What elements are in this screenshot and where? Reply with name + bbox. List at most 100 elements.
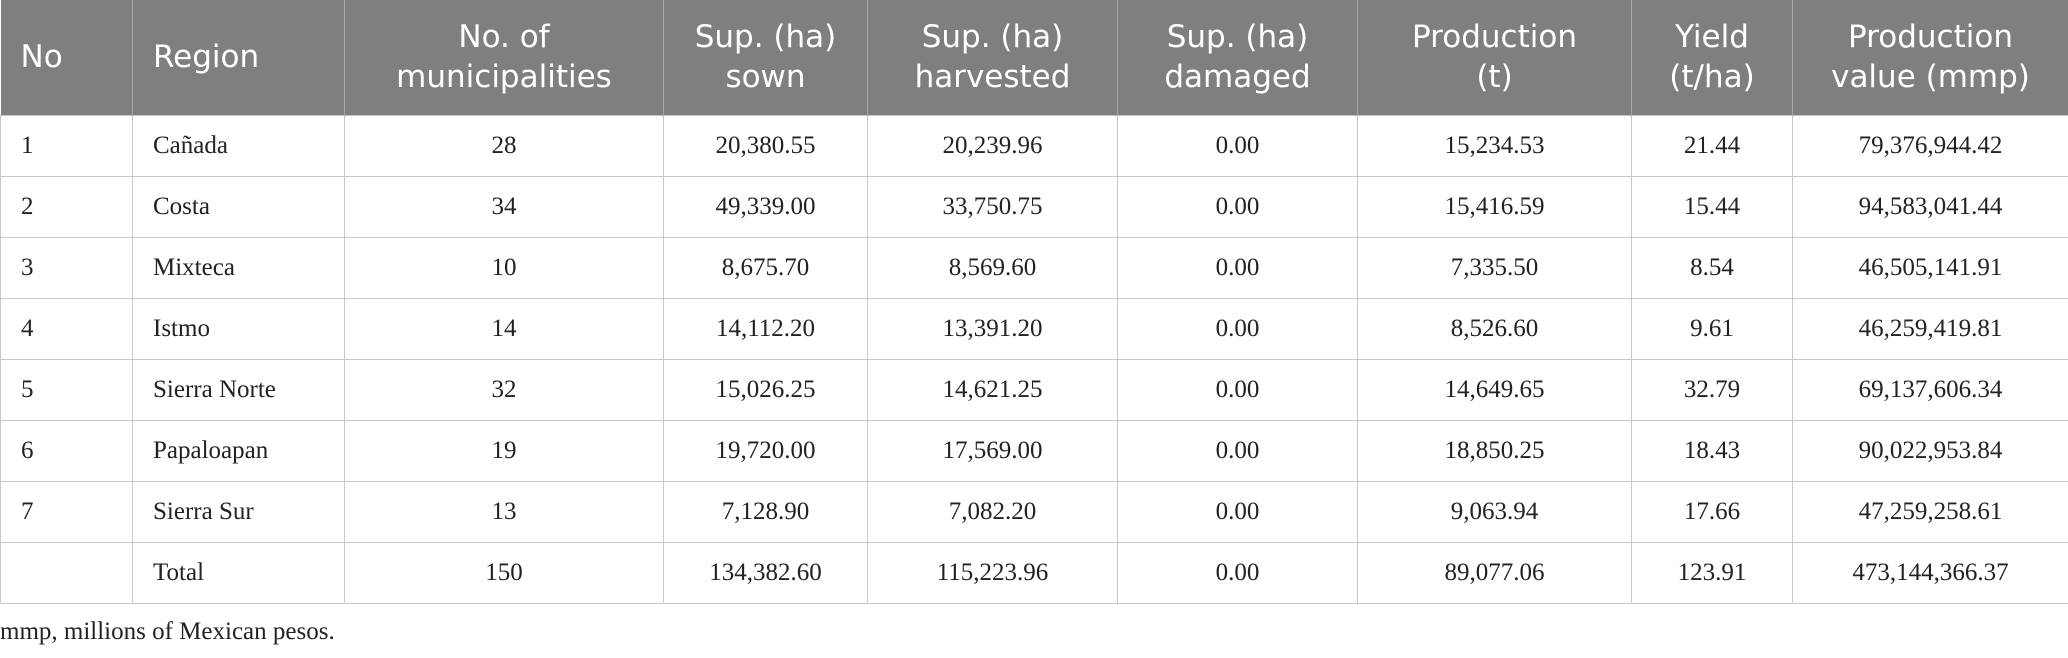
header-cell: Yield (t/ha)	[1631, 0, 1793, 115]
header-cell: Sup. (ha) damaged	[1117, 0, 1358, 115]
table-cell: 69,137,606.34	[1792, 358, 2068, 421]
table-cell: 8,526.60	[1357, 297, 1632, 360]
header-cell: No	[0, 0, 133, 115]
table-cell: 14,621.25	[867, 358, 1118, 421]
table-cell: 19,720.00	[663, 419, 868, 482]
table-cell: 8.54	[1631, 236, 1793, 299]
header-text: (t/ha)	[1669, 59, 1755, 96]
table-cell: Sierra Norte	[132, 358, 345, 421]
table-cell: 0.00	[1117, 480, 1358, 543]
table-cell: Papaloapan	[132, 419, 345, 482]
table-cell: 9,063.94	[1357, 480, 1632, 543]
header-text: municipalities	[396, 59, 612, 96]
table-cell: 18.43	[1631, 419, 1793, 482]
table-cell: 10	[344, 236, 664, 299]
table-cell: 3	[0, 236, 133, 299]
header-text: damaged	[1164, 59, 1311, 96]
table-cell: Sierra Sur	[132, 480, 345, 543]
table-cell: 34	[344, 175, 664, 238]
header-text: harvested	[914, 59, 1071, 96]
table-cell: 13,391.20	[867, 297, 1118, 360]
header-text: Region	[153, 39, 260, 76]
table-cell: 0.00	[1117, 419, 1358, 482]
table-cell: 8,675.70	[663, 236, 868, 299]
table-cell: 14,649.65	[1357, 358, 1632, 421]
table-cell: 15,026.25	[663, 358, 868, 421]
table-cell: 473,144,366.37	[1792, 541, 2068, 604]
table-row: 7 Sierra Sur 13 7,128.90 7,082.20 0.00 9,063.9…	[0, 480, 2068, 543]
table-cell: 32.79	[1631, 358, 1793, 421]
header-cell: Production value (mmp)	[1792, 0, 2068, 115]
table-cell: 21.44	[1631, 114, 1793, 177]
table-cell: 0.00	[1117, 541, 1358, 604]
table-cell: Total	[132, 541, 345, 604]
table-cell: 134,382.60	[663, 541, 868, 604]
header-cell: Sup. (ha) harvested	[867, 0, 1118, 115]
table-cell: 14,112.20	[663, 297, 868, 360]
table-cell: 33,750.75	[867, 175, 1118, 238]
table-cell: 5	[0, 358, 133, 421]
table-row: 3 Mixteca 10 8,675.70 8,569.60 0.00 7,335.50 8.…	[0, 236, 2068, 299]
table-cell: 0.00	[1117, 175, 1358, 238]
table-cell: 4	[0, 297, 133, 360]
header-cell: Region	[132, 0, 345, 115]
table-cell: Istmo	[132, 297, 345, 360]
table-cell: 6	[0, 419, 133, 482]
table-cell: 47,259,258.61	[1792, 480, 2068, 543]
header-text: Yield	[1675, 19, 1749, 56]
table-row: Total 150 134,382.60 115,223.96 0.00 89,077.0…	[0, 541, 2068, 604]
table-cell: 79,376,944.42	[1792, 114, 2068, 177]
table-cell: 7,335.50	[1357, 236, 1632, 299]
table-cell: 15.44	[1631, 175, 1793, 238]
table-cell: 46,259,419.81	[1792, 297, 2068, 360]
table-cell: 49,339.00	[663, 175, 868, 238]
table-cell: 19	[344, 419, 664, 482]
table-cell: Cañada	[132, 114, 345, 177]
table-cell: 0.00	[1117, 358, 1358, 421]
table-cell: 32	[344, 358, 664, 421]
header-cell: No. of municipalities	[344, 0, 664, 115]
table-cell: 20,239.96	[867, 114, 1118, 177]
header-text: sown	[725, 59, 806, 96]
table-cell	[0, 541, 133, 604]
header-text: Sup. (ha)	[921, 19, 1064, 56]
table-cell: 20,380.55	[663, 114, 868, 177]
table-body: 1 Cañada 28 20,380.55 20,239.96 0.00 15,234.53…	[0, 114, 2068, 604]
table-cell: Costa	[132, 175, 345, 238]
header-text: Sup. (ha)	[1166, 19, 1309, 56]
header-cell: Production (t)	[1357, 0, 1632, 115]
header-text: Production	[1848, 19, 2013, 56]
header-cell: Sup. (ha) sown	[663, 0, 868, 115]
table-cell: 9.61	[1631, 297, 1793, 360]
data-table: No Region No. of municipalities Sup. (ha) sow…	[0, 0, 2068, 604]
table-cell: 89,077.06	[1357, 541, 1632, 604]
table-cell: 17.66	[1631, 480, 1793, 543]
table-cell: 0.00	[1117, 297, 1358, 360]
table-row: 5 Sierra Norte 32 15,026.25 14,621.25 0.00 14,…	[0, 358, 2068, 421]
table-row: 2 Costa 34 49,339.00 33,750.75 0.00 15,416.59 1…	[0, 175, 2068, 238]
table-cell: 13	[344, 480, 664, 543]
header-text: value (mmp)	[1831, 59, 2030, 96]
table-cell: 14	[344, 297, 664, 360]
table-cell: 7,128.90	[663, 480, 868, 543]
footnote: mmp, millions of Mexican pesos.	[0, 617, 335, 645]
header-row: No Region No. of municipalities Sup. (ha) sow…	[0, 0, 2068, 115]
header-text: Production	[1412, 19, 1577, 56]
table-cell: 7	[0, 480, 133, 543]
table-cell: 46,505,141.91	[1792, 236, 2068, 299]
table-cell: 2	[0, 175, 133, 238]
table-row: 4 Istmo 14 14,112.20 13,391.20 0.00 8,526.60 9.…	[0, 297, 2068, 360]
table-cell: 115,223.96	[867, 541, 1118, 604]
table-cell: 123.91	[1631, 541, 1793, 604]
table-cell: Mixteca	[132, 236, 345, 299]
table-cell: 8,569.60	[867, 236, 1118, 299]
header-text: (t)	[1476, 59, 1513, 96]
table-cell: 15,416.59	[1357, 175, 1632, 238]
table-cell: 0.00	[1117, 236, 1358, 299]
table-cell: 1	[0, 114, 133, 177]
table-row: 6 Papaloapan 19 19,720.00 17,569.00 0.00 18,85…	[0, 419, 2068, 482]
header-text: No	[20, 39, 63, 76]
table-cell: 0.00	[1117, 114, 1358, 177]
table-cell: 18,850.25	[1357, 419, 1632, 482]
